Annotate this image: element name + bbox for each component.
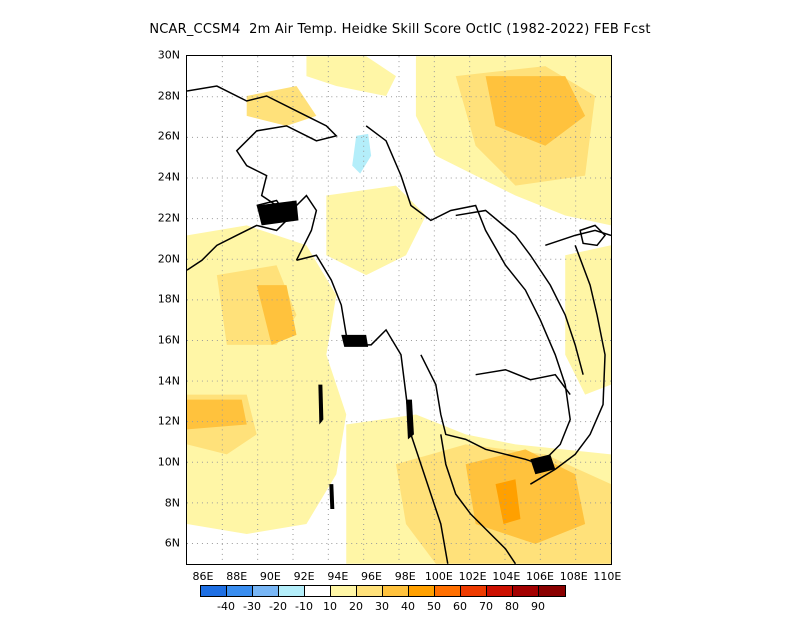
colorbar-label: 80 xyxy=(505,600,519,613)
coastlines xyxy=(187,85,611,564)
latitude-tick-label: 18N xyxy=(157,292,180,306)
colorbar-swatch xyxy=(435,586,461,596)
longitude-tick-label: 96E xyxy=(361,570,382,583)
colorbar-swatch xyxy=(539,586,565,596)
longitude-tick-label: 106E xyxy=(526,570,554,583)
colorbar-label: 70 xyxy=(479,600,493,613)
colorbar-swatch xyxy=(253,586,279,596)
islands xyxy=(256,200,556,510)
latitude-tick-label: 26N xyxy=(157,129,180,143)
colorbar-swatch xyxy=(409,586,435,596)
colorbar-swatch xyxy=(305,586,331,596)
longitude-tick-label: 90E xyxy=(259,570,281,583)
thai-border xyxy=(365,125,571,460)
shade-light-yellow-center xyxy=(326,185,426,276)
colorbar-swatch xyxy=(487,586,513,596)
skill-score-map xyxy=(187,56,611,564)
colorbar-swatch xyxy=(513,586,539,596)
longitude-tick-label: 102E xyxy=(458,570,487,583)
latitude-tick-label: 28N xyxy=(157,89,180,103)
colorbar-swatch xyxy=(461,586,487,596)
shade-deep-orange-south xyxy=(495,479,521,524)
colorbar-swatch xyxy=(357,586,383,596)
colorbar-label: -30 xyxy=(243,600,261,613)
colorbar-swatch xyxy=(279,586,305,596)
shade-yellow-north xyxy=(246,86,317,126)
colorbar-swatch xyxy=(331,586,357,596)
india-coast xyxy=(187,85,338,271)
shade-orange-ne xyxy=(485,76,586,146)
andaman-islands xyxy=(318,384,324,425)
colorbar-label: -20 xyxy=(269,600,287,613)
shade-light-yellow-east xyxy=(565,245,611,395)
map-panel xyxy=(186,55,612,565)
shade-orange-south xyxy=(465,449,586,544)
colorbar-label: -40 xyxy=(217,600,235,613)
longitude-tick-label: 98E xyxy=(394,570,416,583)
colorbar-label: 30 xyxy=(375,600,389,613)
latitude-tick-label: 24N xyxy=(157,170,180,184)
longitude-tick-label: 110E xyxy=(593,570,622,583)
colorbar-label: 20 xyxy=(349,600,363,613)
latitude-tick-label: 14N xyxy=(157,374,180,388)
colorbar-label: 10 xyxy=(323,600,337,613)
colorbar-swatch xyxy=(227,586,253,596)
gulf-thailand xyxy=(420,354,541,465)
latitude-tick-label: 6N xyxy=(164,536,180,550)
irrawaddy-delta xyxy=(341,334,369,347)
latitude-tick-label: 12N xyxy=(157,414,180,428)
longitude-tick-label: 104E xyxy=(492,570,521,583)
colorbar-swatch xyxy=(383,586,409,596)
latitude-tick-label: 22N xyxy=(157,211,180,225)
colorbar xyxy=(200,585,566,597)
colorbar-label: 40 xyxy=(401,600,415,613)
shade-cyan xyxy=(352,133,372,174)
shade-orange-west2 xyxy=(187,399,247,430)
laos-border xyxy=(455,209,584,375)
longitude-tick-label: 92E xyxy=(293,570,315,583)
cambodia-border xyxy=(475,368,571,396)
longitude-tick-label: 100E xyxy=(424,570,453,583)
latitude-tick-label: 10N xyxy=(157,455,180,469)
malay-peninsula xyxy=(440,434,517,564)
latitude-tick-label: 8N xyxy=(164,496,180,510)
colorbar-label: 60 xyxy=(453,600,467,613)
hainan xyxy=(579,224,607,247)
colorbar-label: -10 xyxy=(295,600,313,613)
colorbar-label: 90 xyxy=(531,600,545,613)
chart-title: NCAR_CCSM4 2m Air Temp. Heidke Skill Sco… xyxy=(149,22,651,37)
latitude-tick-label: 30N xyxy=(157,48,180,62)
longitude-tick-label: 108E xyxy=(559,570,588,583)
longitude-tick-label: 86E xyxy=(192,570,214,583)
nicobar-islands xyxy=(329,484,335,510)
mergui-archipelago xyxy=(405,399,414,440)
bangladesh-delta xyxy=(256,200,299,226)
colorbar-label: 50 xyxy=(427,600,441,613)
latitude-tick-label: 16N xyxy=(157,333,180,347)
longitude-tick-label: 94E xyxy=(327,570,349,583)
latitude-tick-label: 20N xyxy=(157,252,180,265)
colorbar-swatch xyxy=(201,586,227,596)
shade-light-yellow-north xyxy=(306,56,397,97)
longitude-tick-label: 88E xyxy=(226,570,248,583)
mekong-delta xyxy=(530,454,556,475)
myanmar-coast xyxy=(296,254,449,564)
